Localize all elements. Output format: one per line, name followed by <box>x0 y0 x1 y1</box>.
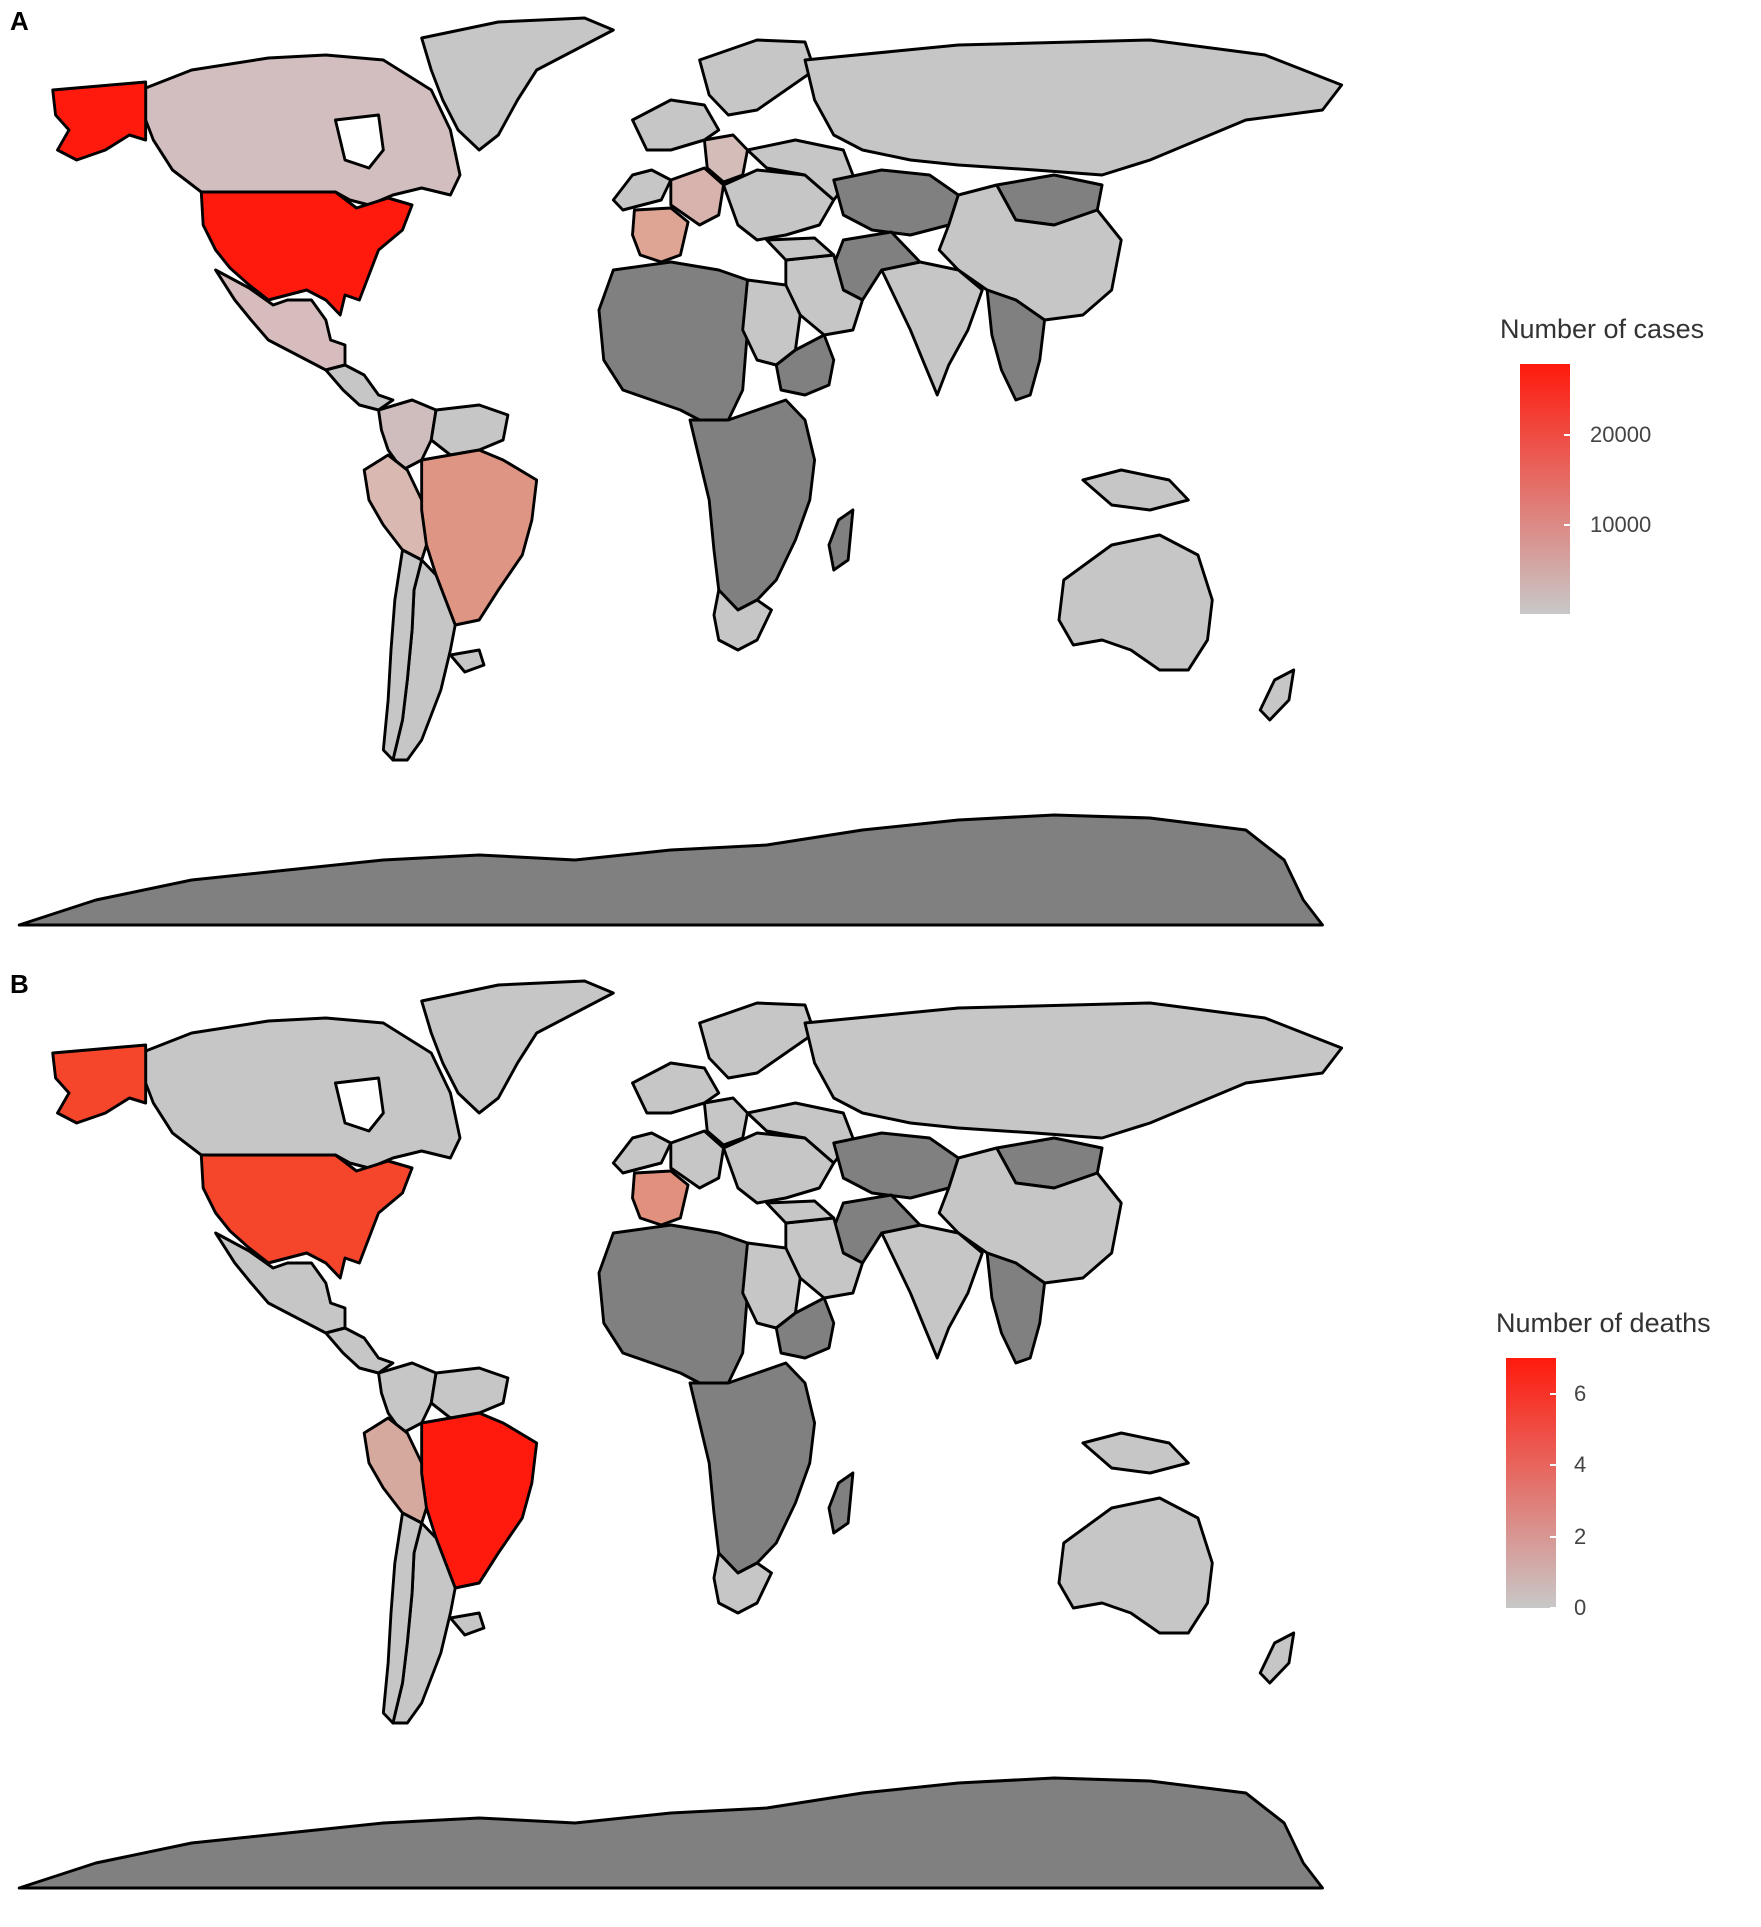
legend-tick-mark <box>1564 523 1570 526</box>
legend-tick-mark <box>1550 1392 1556 1395</box>
legend-tick-label: 6 <box>1574 1380 1587 1406</box>
country-greenland <box>420 979 615 1115</box>
country <box>1258 668 1296 722</box>
countries <box>17 979 1344 1890</box>
country <box>448 1611 486 1637</box>
country <box>448 648 486 674</box>
country <box>1081 468 1190 512</box>
panel-label: A <box>10 6 29 36</box>
country-alaska <box>51 80 148 162</box>
country-canada <box>144 53 462 207</box>
countries <box>17 16 1344 927</box>
country-mexico <box>214 1231 347 1335</box>
country <box>324 1326 395 1375</box>
country <box>880 260 984 397</box>
country <box>631 1061 721 1115</box>
country <box>381 548 424 762</box>
legend-tick-mark <box>1564 434 1570 437</box>
legend-tick-label: 10000 <box>1590 511 1652 537</box>
country <box>765 1199 836 1225</box>
country <box>429 1366 510 1420</box>
country <box>429 403 510 457</box>
country <box>803 1001 1344 1140</box>
country-france <box>669 166 725 227</box>
country <box>880 1223 984 1360</box>
country-brazil <box>420 448 539 627</box>
country-no-data <box>985 1251 1047 1365</box>
country-no-data <box>597 1223 749 1390</box>
country <box>1258 1631 1296 1685</box>
world-map-deaths <box>17 979 1344 1890</box>
country <box>1081 1431 1190 1475</box>
legend-tick-mark <box>1550 1607 1556 1609</box>
country-greenland <box>420 16 615 152</box>
legend-tick-label: 4 <box>1574 1452 1587 1478</box>
panel-b: B Number of deaths 6 4 2 0 <box>0 963 1761 1926</box>
country <box>765 236 836 262</box>
world-map-cases <box>17 16 1344 927</box>
country <box>722 1131 836 1205</box>
country <box>712 1551 773 1615</box>
country-no-data <box>832 1131 960 1200</box>
country-no-data <box>832 168 960 237</box>
country-no-data <box>688 398 817 612</box>
country-usa <box>199 1153 414 1280</box>
country-hudson <box>333 113 385 170</box>
country-no-data <box>774 1296 836 1360</box>
country <box>631 98 721 152</box>
country <box>937 1146 1123 1285</box>
legend-tick-label: 2 <box>1574 1523 1587 1549</box>
legend-title: Number of cases <box>1500 314 1705 344</box>
legend-tick-mark <box>1550 1535 1556 1538</box>
country-spain <box>631 206 690 264</box>
country <box>1057 1496 1214 1635</box>
country-usa <box>199 190 414 317</box>
legend-tick-mark <box>1550 1464 1556 1467</box>
country-no-data <box>985 288 1047 402</box>
country <box>381 1511 424 1725</box>
country <box>722 168 836 242</box>
legend-deaths: Number of deaths 6 4 2 0 <box>1496 1308 1761 1620</box>
legend-colorbar <box>1520 364 1570 614</box>
country-no-data <box>827 1471 855 1535</box>
country <box>324 363 395 412</box>
legend-colorbar <box>1506 1358 1556 1608</box>
country-mexico <box>214 268 347 372</box>
country-alaska <box>51 1043 148 1125</box>
country-france <box>669 1129 725 1190</box>
legend-tick-label: 0 <box>1574 1595 1587 1620</box>
panel-label: B <box>10 969 29 999</box>
country-no-data <box>688 1361 817 1575</box>
country <box>712 588 773 652</box>
panel-a: A Number of cases 20000 10000 <box>0 0 1761 963</box>
country <box>1057 533 1214 672</box>
country <box>937 183 1123 322</box>
country-no-data <box>827 508 855 572</box>
country <box>611 168 673 212</box>
country-no-data <box>17 813 1324 927</box>
country <box>698 38 817 117</box>
country-hudson <box>333 1076 385 1133</box>
country-no-data <box>774 333 836 397</box>
country <box>611 1131 673 1175</box>
country <box>698 1001 817 1080</box>
country-no-data <box>597 260 749 427</box>
legend-cases: Number of cases 20000 10000 <box>1500 314 1760 634</box>
legend-title: Number of deaths <box>1496 1308 1711 1338</box>
country-no-data <box>17 1776 1324 1890</box>
country <box>803 38 1344 177</box>
country-brazil <box>420 1411 539 1590</box>
country-canada <box>144 1016 462 1170</box>
country-spain <box>631 1169 690 1227</box>
legend-tick-label: 20000 <box>1590 422 1652 448</box>
